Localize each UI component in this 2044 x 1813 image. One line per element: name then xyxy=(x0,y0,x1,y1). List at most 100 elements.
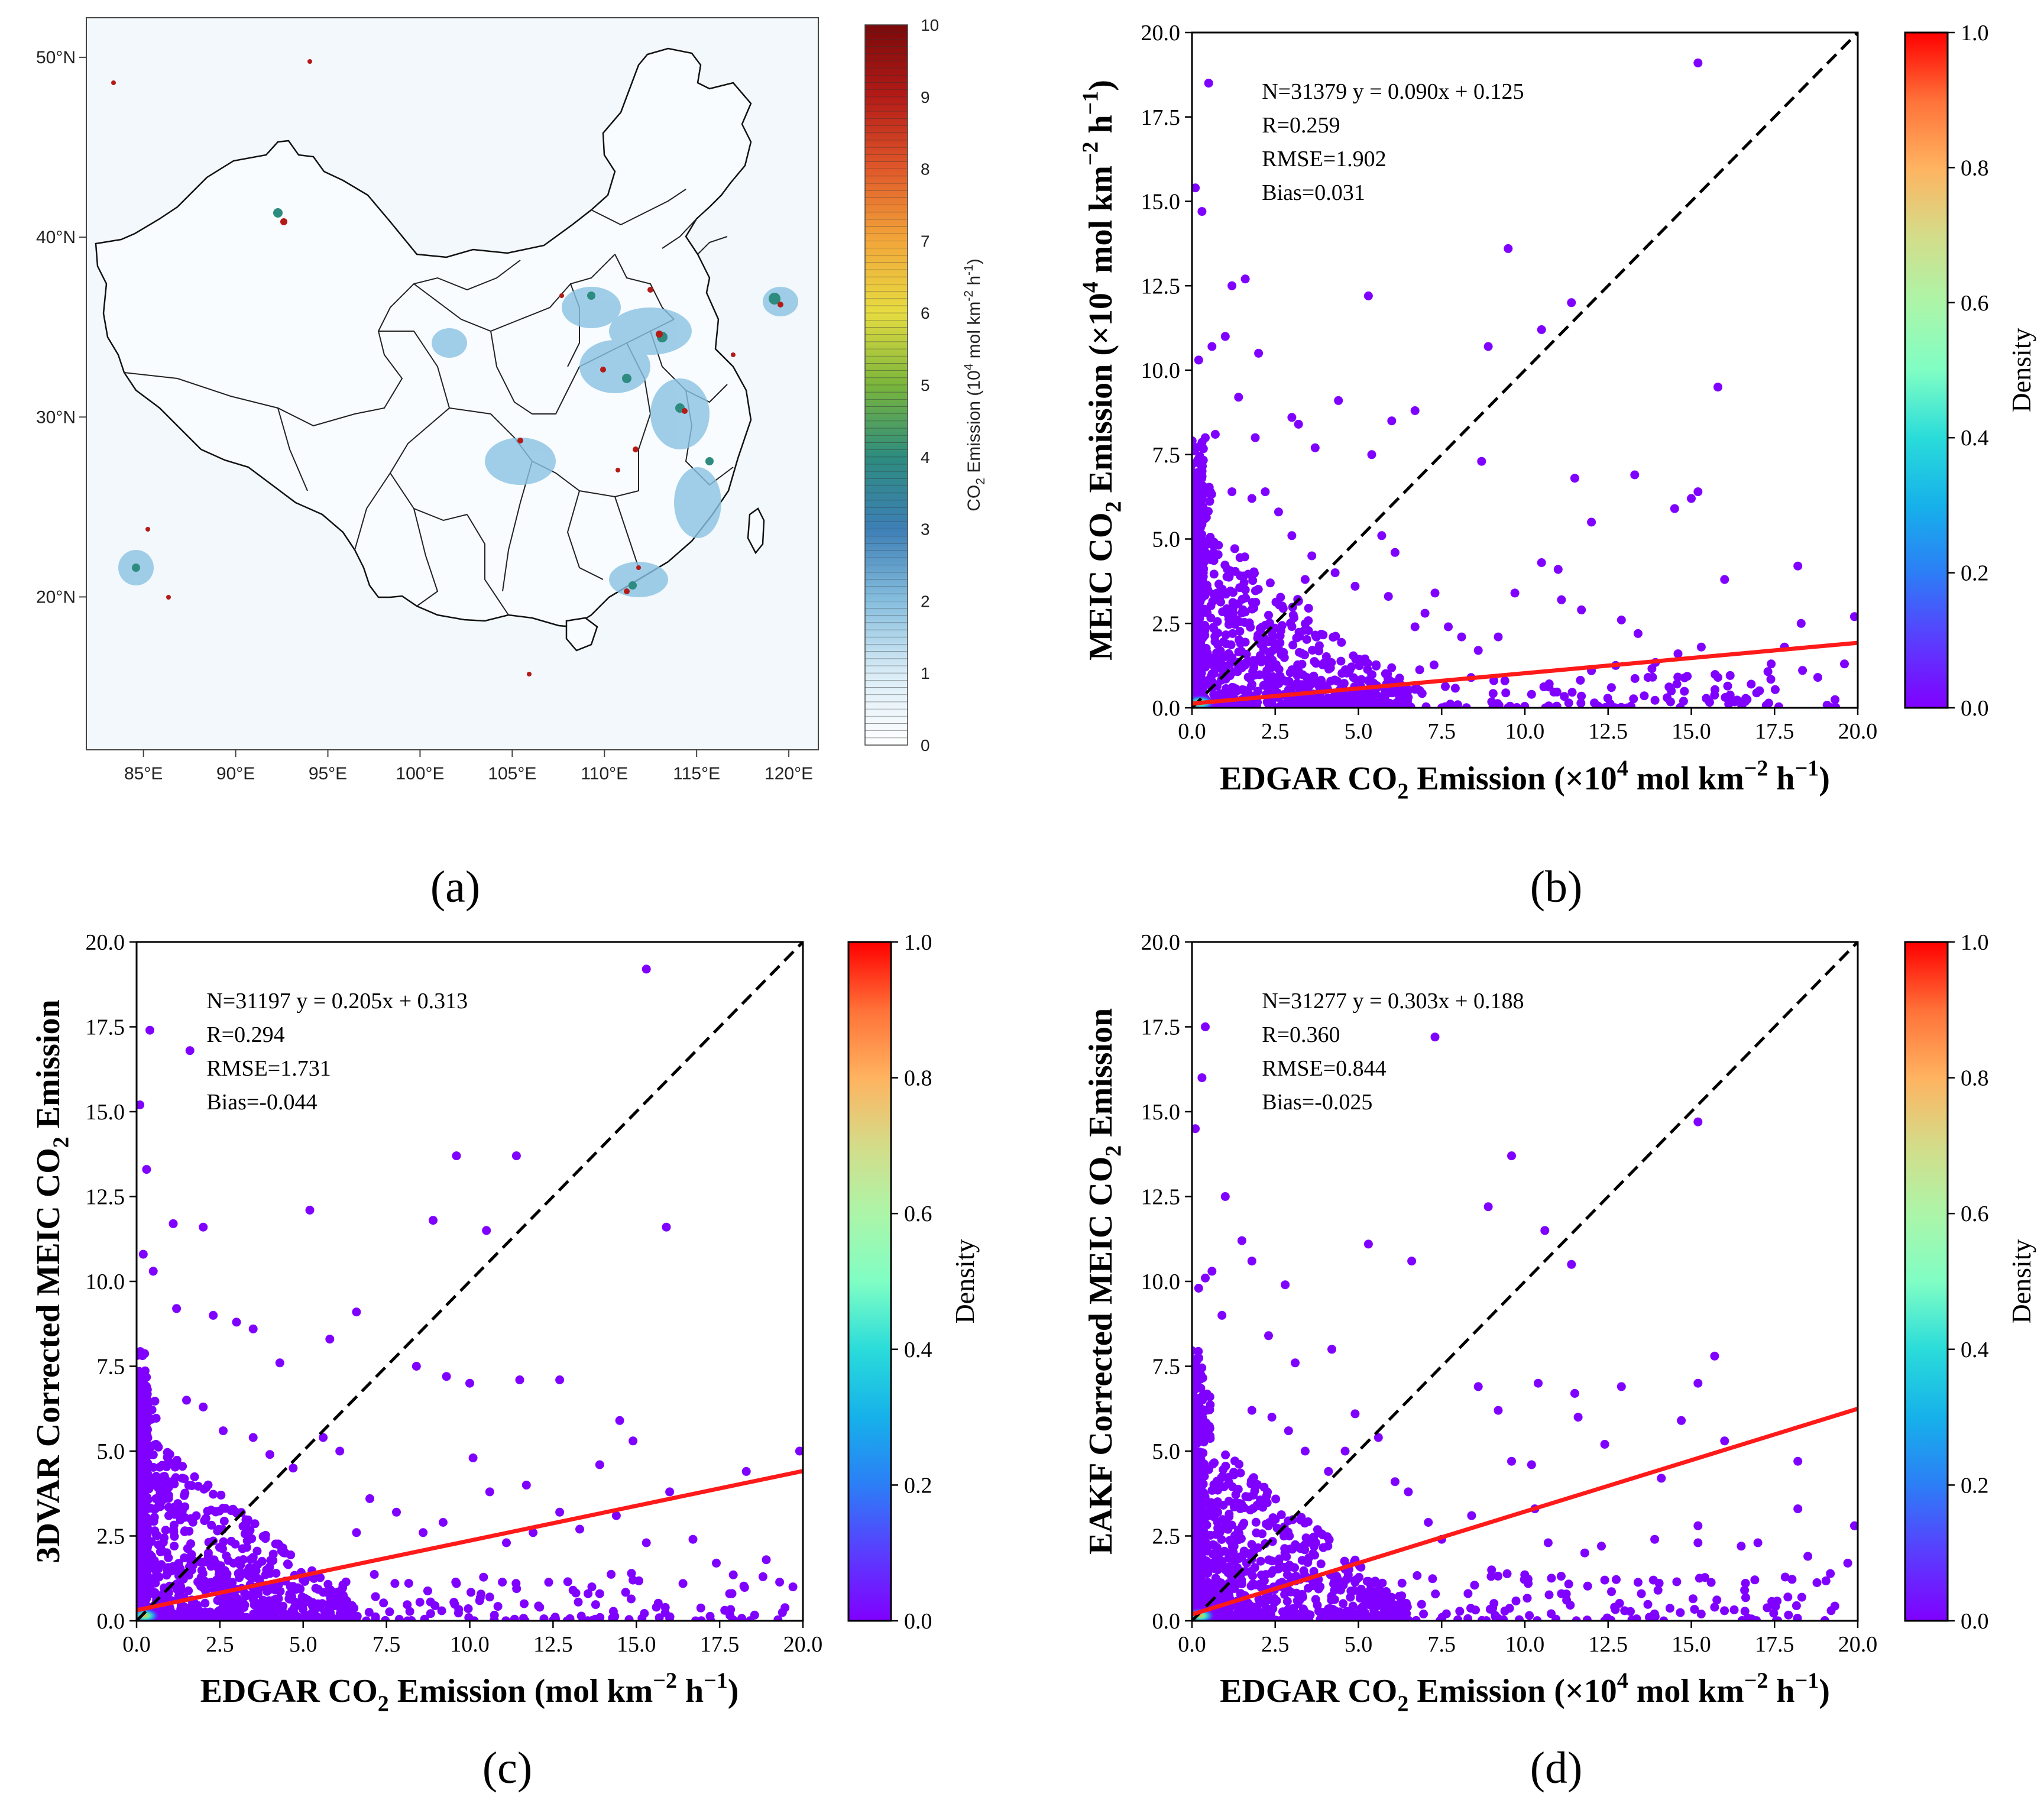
y-tick-label: 10.0 xyxy=(1141,358,1181,383)
scatter-point xyxy=(1490,702,1499,708)
scatter-point xyxy=(145,1025,154,1035)
scatter-point xyxy=(1290,613,1298,623)
scatter-point xyxy=(629,1575,638,1585)
scatter-point xyxy=(1372,1600,1381,1610)
scatter-point xyxy=(1793,1614,1802,1621)
colorbar-tick-label: 1.0 xyxy=(1961,21,1989,46)
emission-colorbar-tick-label: 9 xyxy=(921,88,930,106)
scatter-point xyxy=(778,1608,787,1617)
scatter-point xyxy=(475,1596,484,1605)
scatter-point xyxy=(1193,668,1203,677)
scatter-point xyxy=(1420,608,1430,618)
scatter-point xyxy=(1737,1542,1746,1551)
scatter-point xyxy=(352,1307,361,1317)
identity-line xyxy=(1192,33,1858,708)
scatter-point xyxy=(662,1222,671,1232)
stats-line: N=31379 y = 0.090x + 0.125 xyxy=(1262,79,1524,104)
scatter-point xyxy=(1725,671,1735,680)
scatter-point xyxy=(238,1615,248,1621)
scatter-point xyxy=(563,1577,572,1587)
scatter-point xyxy=(1287,531,1297,540)
scatter-point xyxy=(170,1565,180,1575)
scatter-point xyxy=(1340,665,1350,675)
scatter-point xyxy=(1384,592,1393,601)
scatter-point xyxy=(1570,474,1579,483)
scatter-point xyxy=(1246,1506,1255,1515)
scatter-point xyxy=(1295,632,1304,641)
scatter-point xyxy=(281,1612,291,1621)
emission-colorbar-tick-label: 10 xyxy=(921,16,939,34)
scatter-point xyxy=(1523,1594,1532,1603)
scatter-point xyxy=(1288,640,1298,650)
scatter-point xyxy=(1209,548,1218,557)
scatter-point xyxy=(1363,291,1373,300)
scatter-point xyxy=(621,1588,630,1597)
scatter-point xyxy=(177,1616,186,1621)
scatter-point xyxy=(140,1581,150,1590)
scatter-point xyxy=(365,1494,374,1503)
scatter-point xyxy=(228,1616,237,1621)
x-tick-label: 7.5 xyxy=(1428,719,1456,744)
scatter-point xyxy=(1198,1523,1208,1533)
scatter-point xyxy=(1255,624,1265,633)
scatter-point xyxy=(1720,1436,1729,1446)
scatter-point xyxy=(1251,671,1259,680)
scatter-point xyxy=(1849,1521,1858,1530)
scatter-point xyxy=(1455,1607,1465,1616)
scatter-point xyxy=(1217,1473,1226,1482)
scatter-point xyxy=(1411,1615,1421,1621)
scatter-point xyxy=(468,1453,478,1462)
scatter-point xyxy=(197,1566,206,1575)
scatter-point xyxy=(227,1597,237,1606)
scatter-point xyxy=(150,1556,159,1565)
scatter-point xyxy=(319,1588,328,1597)
scatter-point xyxy=(1491,1611,1500,1620)
scatter-point xyxy=(1617,702,1626,708)
scatter-point xyxy=(1533,1616,1542,1621)
scatter-point xyxy=(1264,610,1273,620)
scatter-point xyxy=(737,1614,746,1621)
scatter-point xyxy=(1198,444,1208,454)
emission-colorbar-tick-label: 7 xyxy=(921,232,930,250)
scatter-point xyxy=(1227,1520,1236,1530)
emission-colorbar-tick-label: 2 xyxy=(921,592,930,610)
colorbar-label: Density xyxy=(2006,1239,2036,1323)
colorbar-tick-label: 1.0 xyxy=(1961,930,1989,955)
scatter-point xyxy=(1428,1574,1437,1584)
scatter-point xyxy=(1243,569,1253,579)
scatter-point xyxy=(370,1570,379,1579)
scatter-point xyxy=(627,1594,636,1604)
scatter-point xyxy=(1797,1592,1806,1602)
emission-colorbar-tick-label: 5 xyxy=(921,376,930,394)
scatter-point xyxy=(1285,1532,1294,1541)
y-tick-label: 17.5 xyxy=(1141,105,1181,130)
scatter-point xyxy=(162,1462,171,1471)
scatter-point xyxy=(137,1540,145,1549)
emission-colorbar-bands xyxy=(865,31,908,739)
scatter-point xyxy=(1577,691,1586,701)
scatter-point xyxy=(1453,700,1462,708)
scatter-point xyxy=(595,1613,605,1621)
scatter-point xyxy=(1264,1331,1273,1341)
scatter-point xyxy=(1330,568,1340,578)
scatter-point xyxy=(1397,1591,1407,1601)
scatter-point xyxy=(1663,693,1672,702)
scatter-point xyxy=(390,1579,400,1588)
scatter-point xyxy=(341,1577,351,1587)
scatter-point xyxy=(1712,1595,1722,1605)
scatter-point xyxy=(1573,1413,1583,1422)
scatter-point xyxy=(209,1490,218,1499)
scatter-point xyxy=(1293,671,1302,680)
scatter-point xyxy=(1520,702,1530,708)
scatter-point xyxy=(1209,1459,1217,1469)
colorbar-tick-label: 0.2 xyxy=(1961,561,1989,586)
colorbar-tick-label: 0.2 xyxy=(1961,1473,1989,1498)
scatter-point xyxy=(452,1579,461,1588)
scatter-point xyxy=(142,1165,151,1174)
scatter-point xyxy=(143,1589,153,1599)
x-tick-label: 12.5 xyxy=(533,1632,573,1657)
scatter-point xyxy=(1192,446,1199,455)
y-tick-label: 15.0 xyxy=(1141,190,1181,215)
x-tick-label: 12.5 xyxy=(1589,719,1628,744)
scatter-point xyxy=(1236,1504,1245,1513)
